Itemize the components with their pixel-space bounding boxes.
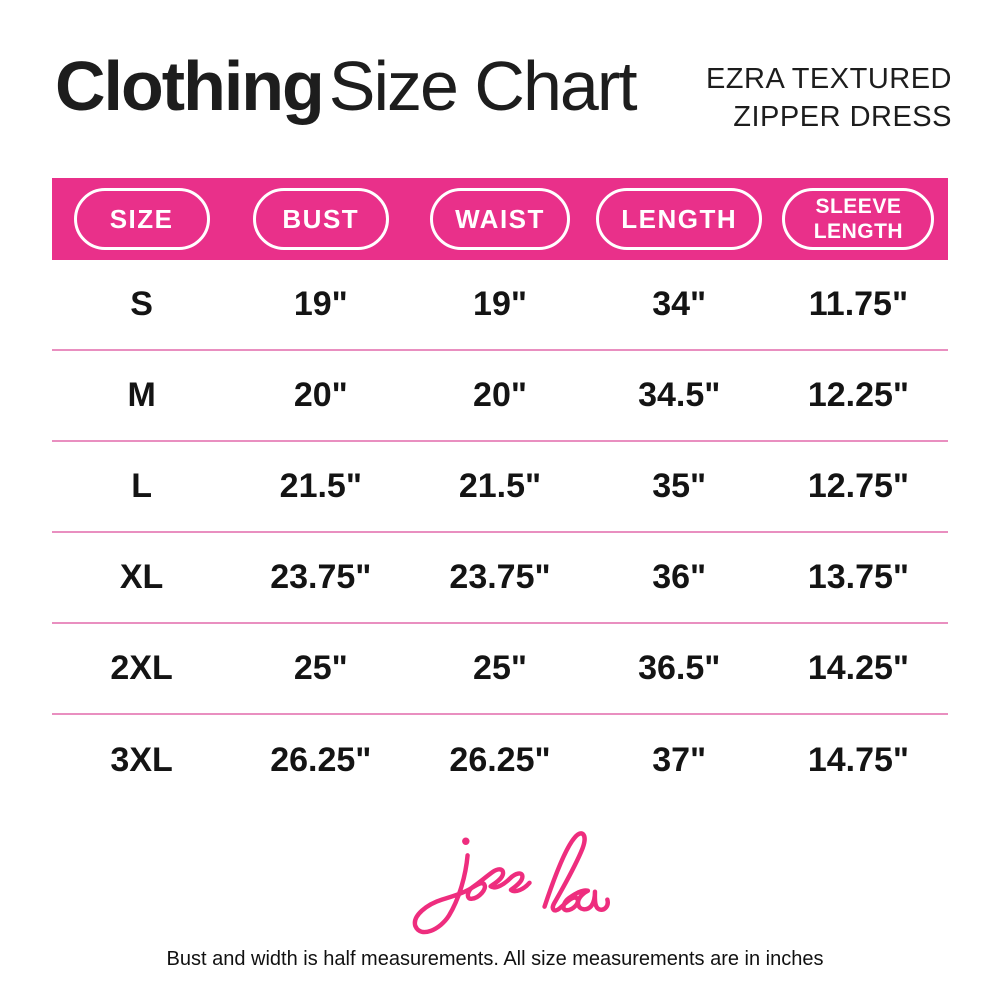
cell-sleeve-length: 11.75" xyxy=(808,285,909,323)
cell-bust: 25" xyxy=(293,649,348,687)
title-word-bold: Clothing xyxy=(55,47,325,125)
table-header-row: SIZE BUST WAIST LENGTH SLEEVE LENGTH xyxy=(52,178,948,260)
size-table: SIZE BUST WAIST LENGTH SLEEVE LENGTH S 1… xyxy=(52,178,948,806)
table-row-xl: XL 23.75" 23.75" 36" 13.75" xyxy=(52,533,948,624)
header-col-bust: BUST xyxy=(231,188,410,250)
cell-waist: 21.5" xyxy=(458,467,542,505)
product-name-line1: EZRA TEXTURED xyxy=(705,63,952,95)
cell-bust: 21.5" xyxy=(279,467,362,505)
cell-length: 35" xyxy=(652,467,707,505)
table-row-m: M 20" 20" 34.5" 12.25" xyxy=(52,351,948,442)
cell-sleeve-length: 12.25" xyxy=(807,376,910,414)
cell-length: 34.5" xyxy=(638,376,721,414)
cell-waist: 26.25" xyxy=(449,741,551,779)
column-header-bust: BUST xyxy=(252,188,389,250)
cell-bust: 19" xyxy=(293,285,348,323)
header-col-size: SIZE xyxy=(52,188,231,250)
cell-size: 3XL xyxy=(110,741,173,779)
page-title: ClothingSize Chart xyxy=(55,47,638,125)
cell-size: M xyxy=(127,376,156,414)
product-name: EZRA TEXTURED ZIPPER DRESS xyxy=(706,60,952,136)
column-header-waist: WAIST xyxy=(430,188,570,250)
cell-sleeve-length: 12.75" xyxy=(807,467,910,505)
cell-size: XL xyxy=(119,558,164,596)
measurement-note: Bust and width is half measurements. All… xyxy=(166,947,824,970)
masthead: ClothingSize Chart EZRA TEXTURED ZIPPER … xyxy=(0,0,990,136)
header-col-sleeve-length: SLEEVE LENGTH xyxy=(769,188,948,250)
title-word-regular: Size Chart xyxy=(328,47,638,125)
column-header-length: LENGTH xyxy=(596,188,763,250)
j-dot xyxy=(462,837,470,845)
cell-length: 37" xyxy=(652,741,707,779)
header-col-waist: WAIST xyxy=(410,188,589,250)
table-row-3xl: 3XL 26.25" 26.25" 37" 14.75" xyxy=(52,715,948,806)
cell-bust: 26.25" xyxy=(270,741,372,779)
cell-size: L xyxy=(131,467,152,505)
header-col-length: LENGTH xyxy=(590,188,769,250)
cell-sleeve-length: 14.25" xyxy=(807,649,910,687)
cell-size: S xyxy=(130,285,153,323)
table-body: S 19" 19" 34" 11.75" M 20" 20" 34.5" 12.… xyxy=(52,260,948,806)
column-header-size: SIZE xyxy=(73,188,210,250)
column-header-sleeve-length: SLEEVE LENGTH xyxy=(782,188,935,250)
cell-waist: 19" xyxy=(473,285,527,323)
cell-waist: 25" xyxy=(473,649,527,687)
cell-bust: 20" xyxy=(293,376,348,414)
cell-length: 36.5" xyxy=(638,649,721,687)
product-name-line2: ZIPPER DRESS xyxy=(733,101,952,133)
cell-bust: 23.75" xyxy=(270,558,372,596)
cell-sleeve-length: 14.75" xyxy=(807,741,910,779)
cell-sleeve-length: 13.75" xyxy=(807,558,910,596)
cell-waist: 20" xyxy=(473,376,527,414)
table-row-2xl: 2XL 25" 25" 36.5" 14.25" xyxy=(52,624,948,715)
jess-lea-signature-icon xyxy=(412,831,610,935)
cell-length: 34" xyxy=(652,285,707,323)
jess-lea-logo xyxy=(380,820,610,944)
table-row-s: S 19" 19" 34" 11.75" xyxy=(52,260,948,351)
cell-waist: 23.75" xyxy=(449,558,551,596)
cell-length: 36" xyxy=(652,558,707,596)
cell-size: 2XL xyxy=(110,649,173,687)
table-row-l: L 21.5" 21.5" 35" 12.75" xyxy=(52,442,948,533)
